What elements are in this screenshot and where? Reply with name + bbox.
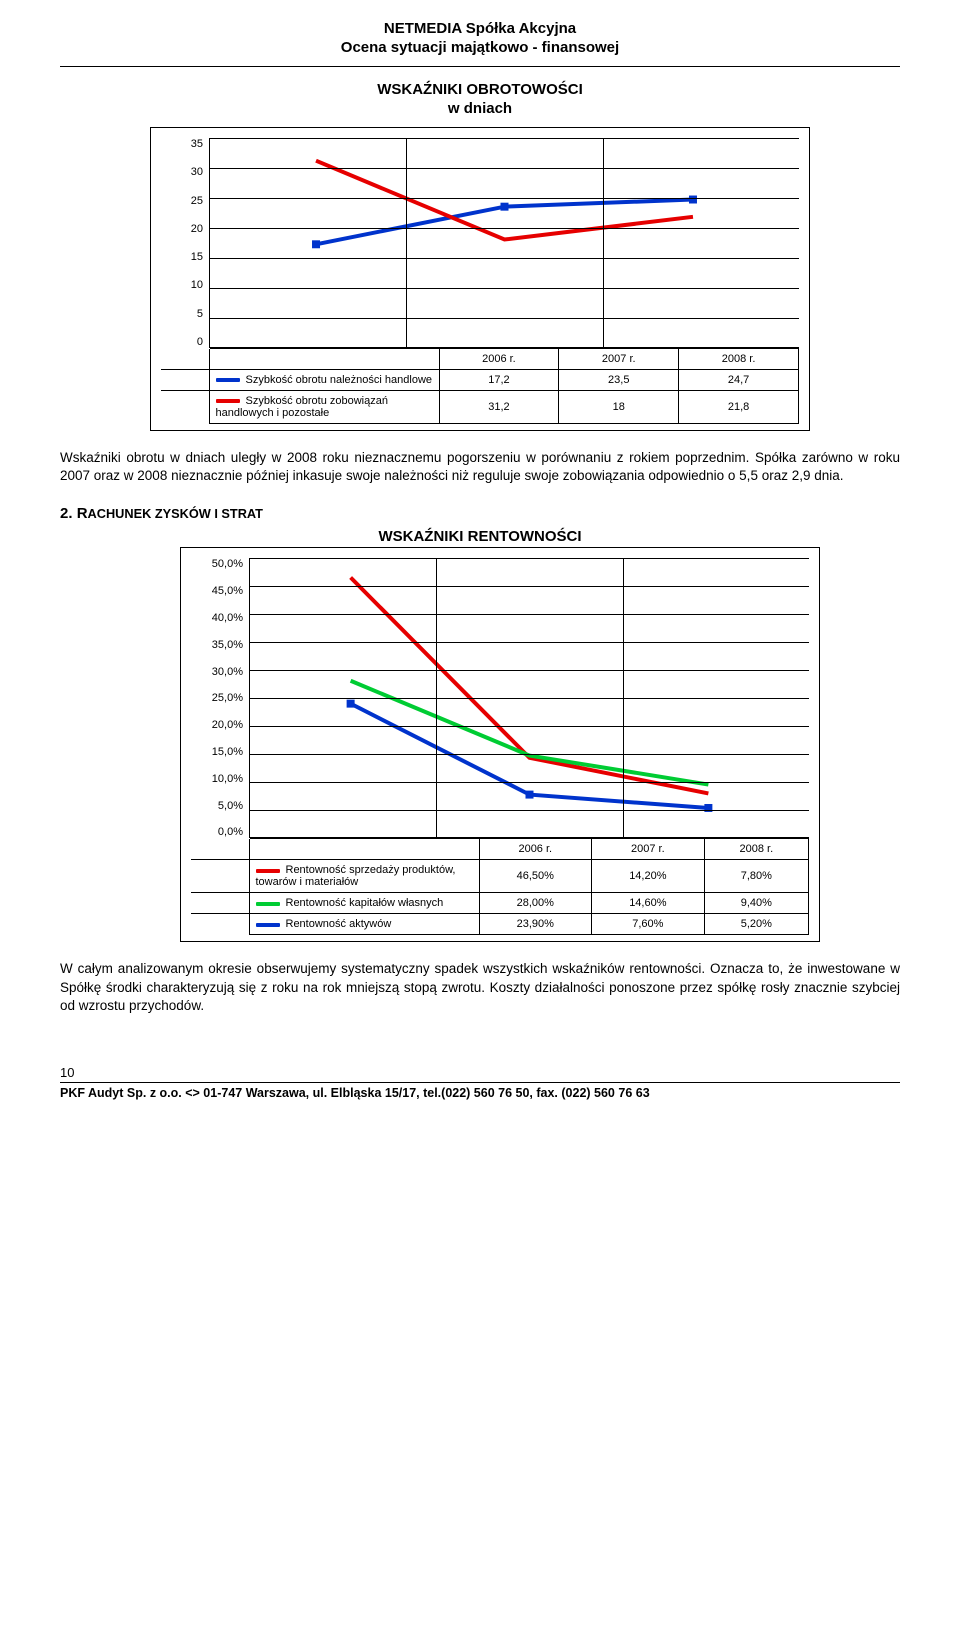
x-cat: 2006 r.	[439, 349, 559, 370]
footer-address: PKF Audyt Sp. z o.o. <> 01-747 Warszawa,…	[60, 1086, 900, 1100]
chart1-box: 35 30 25 20 15 10 5 0 2006 r. 2007 r. 2008 r. S…	[150, 127, 810, 431]
chart2-legend-table: 2006 r. 2007 r. 2008 r. Rentowność sprze…	[191, 838, 809, 935]
y-tick-label: 25	[161, 195, 203, 207]
y-tick-label: 10	[161, 279, 203, 291]
x-cat: 2008 r.	[679, 349, 799, 370]
y-tick-label: 10,0%	[191, 773, 243, 785]
document-header: NETMEDIA Spółka Akcyjna Ocena sytuacji m…	[60, 20, 900, 56]
legend-value: 28,00%	[479, 893, 592, 914]
legend-value: 46,50%	[479, 860, 592, 893]
y-tick-label: 30	[161, 166, 203, 178]
chart1-title: WSKAŹNIKI OBROTOWOŚCI	[60, 81, 900, 98]
table-row: Rentowność kapitałów własnych 28,00%14,60…	[191, 893, 809, 914]
y-tick-label: 30,0%	[191, 666, 243, 678]
legend-value: 14,20%	[592, 860, 705, 893]
legend-value: 5,20%	[704, 914, 808, 935]
legend-value: 17,2	[439, 370, 559, 391]
series-marker	[312, 240, 320, 248]
footer: 10 PKF Audyt Sp. z o.o. <> 01-747 Warsza…	[60, 1065, 900, 1100]
series-line	[351, 578, 709, 794]
legend-value: 14,60%	[592, 893, 705, 914]
y-tick-label: 35,0%	[191, 639, 243, 651]
section-num: 2.	[60, 505, 73, 522]
legend-value: 24,7	[679, 370, 799, 391]
chart2-title: WSKAŹNIKI RENTOWNOŚCI	[60, 528, 900, 545]
paragraph-2: W całym analizowanym okresie obserwujemy…	[60, 960, 900, 1015]
legend-value: 7,80%	[704, 860, 808, 893]
chart1-plot	[209, 138, 799, 348]
y-tick-label: 5	[161, 308, 203, 320]
x-cat: 2006 r.	[479, 839, 592, 860]
series-marker	[347, 700, 355, 708]
legend-value: 18	[559, 391, 679, 424]
chart1-legend-table: 2006 r. 2007 r. 2008 r. Szybkość obrotu …	[161, 348, 799, 424]
legend-swatch	[216, 378, 240, 382]
y-tick-label: 40,0%	[191, 612, 243, 624]
chart2-box: 50,0% 45,0% 40,0% 35,0% 30,0% 25,0% 20,0% 15,0%…	[180, 547, 820, 942]
section-title: RACHUNEK ZYSKÓW I STRAT	[77, 505, 263, 522]
table-row: Rentowność sprzedaży produktów, towarów …	[191, 860, 809, 893]
y-tick-label: 25,0%	[191, 692, 243, 704]
chart2-y-axis: 50,0% 45,0% 40,0% 35,0% 30,0% 25,0% 20,0% 15,0%…	[191, 558, 249, 838]
chart1-y-axis: 35 30 25 20 15 10 5 0	[161, 138, 209, 348]
x-cat: 2007 r.	[559, 349, 679, 370]
legend-swatch	[256, 869, 280, 873]
x-cat: 2007 r.	[592, 839, 705, 860]
x-cat: 2008 r.	[704, 839, 808, 860]
chart1-svg	[210, 138, 799, 347]
legend-label: Rentowność kapitałów własnych	[286, 897, 444, 909]
legend-value: 7,60%	[592, 914, 705, 935]
footer-rule	[60, 1082, 900, 1083]
legend-value: 9,40%	[704, 893, 808, 914]
y-tick-label: 45,0%	[191, 585, 243, 597]
header-rule	[60, 66, 900, 67]
y-tick-label: 5,0%	[191, 800, 243, 812]
y-tick-label: 15,0%	[191, 746, 243, 758]
doc-subtitle: Ocena sytuacji majątkowo - finansowej	[60, 39, 900, 56]
table-row: Rentowność aktywów 23,90%7,60%5,20%	[191, 914, 809, 935]
legend-value: 23,90%	[479, 914, 592, 935]
table-row: 2006 r. 2007 r. 2008 r.	[191, 839, 809, 860]
paragraph-1: Wskaźniki obrotu w dniach uległy w 2008 …	[60, 449, 900, 485]
series-marker	[526, 791, 534, 799]
y-tick-label: 20,0%	[191, 719, 243, 731]
chart2-plot	[249, 558, 809, 838]
y-tick-label: 15	[161, 251, 203, 263]
y-tick-label: 0,0%	[191, 826, 243, 838]
legend-label: Rentowność sprzedaży produktów, towarów …	[256, 864, 456, 888]
legend-label: Szybkość obrotu zobowiązań handlowych i …	[216, 395, 388, 419]
table-row: Szybkość obrotu należności handlowe17,22…	[161, 370, 799, 391]
legend-swatch	[256, 902, 280, 906]
y-tick-label: 50,0%	[191, 558, 243, 570]
table-row: 2006 r. 2007 r. 2008 r.	[161, 349, 799, 370]
company-name: NETMEDIA Spółka Akcyjna	[60, 20, 900, 37]
legend-label: Rentowność aktywów	[286, 918, 392, 930]
series-marker	[689, 196, 697, 204]
page-number: 10	[60, 1065, 900, 1080]
y-tick-label: 35	[161, 138, 203, 150]
section-2-heading: 2. RACHUNEK ZYSKÓW I STRAT	[60, 505, 900, 522]
legend-swatch	[216, 399, 240, 403]
y-tick-label: 0	[161, 336, 203, 348]
table-row: Szybkość obrotu zobowiązań handlowych i …	[161, 391, 799, 424]
y-tick-label: 20	[161, 223, 203, 235]
legend-value: 31,2	[439, 391, 559, 424]
legend-value: 23,5	[559, 370, 679, 391]
chart1-subtitle: w dniach	[60, 100, 900, 117]
legend-value: 21,8	[679, 391, 799, 424]
series-marker	[501, 203, 509, 211]
legend-swatch	[256, 923, 280, 927]
legend-label: Szybkość obrotu należności handlowe	[246, 374, 433, 386]
